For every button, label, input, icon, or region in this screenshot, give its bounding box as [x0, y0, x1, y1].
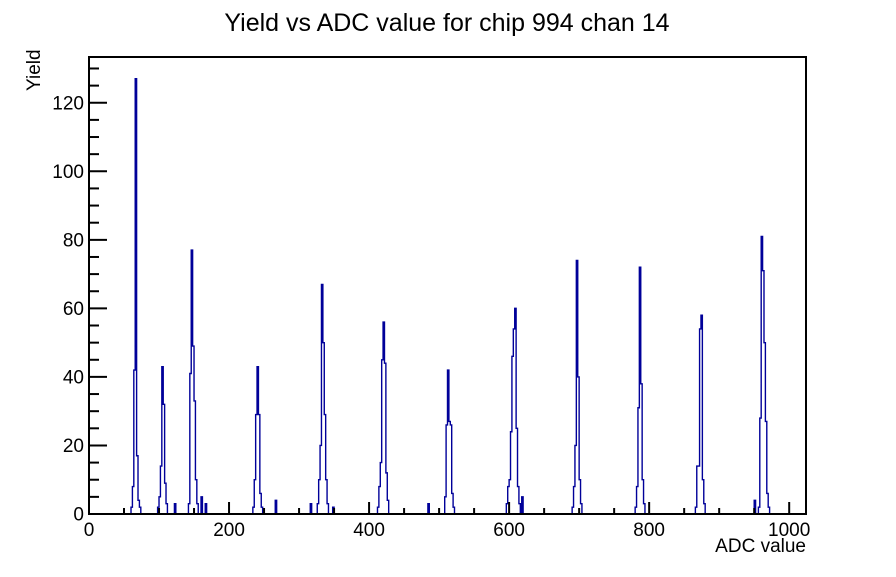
x-axis-title: ADC value: [715, 536, 806, 557]
y-tick-label: 40: [63, 367, 84, 388]
y-tick-label: 0: [73, 505, 84, 526]
chart-title: Yield vs ADC value for chip 994 chan 14: [224, 9, 669, 37]
y-tick-label: 80: [63, 230, 84, 251]
y-axis-tick-labels: 0 20 40 60 80 100 120: [52, 93, 84, 525]
x-axis-tick-labels: 0 200 400 600 800 1000: [84, 520, 811, 541]
x-tick-label: 1000: [768, 520, 810, 541]
histogram-path: [89, 78, 806, 515]
y-tick-label: 120: [52, 93, 84, 114]
y-tick-label: 60: [63, 299, 84, 320]
x-tick-label: 0: [84, 520, 95, 541]
x-tick-label: 400: [353, 520, 385, 541]
y-tick-label: 20: [63, 436, 84, 457]
histogram-line: [89, 78, 806, 515]
plot-frame: [88, 56, 807, 515]
x-tick-label: 200: [213, 520, 245, 541]
x-tick-label: 600: [493, 520, 525, 541]
y-tick-label: 100: [52, 162, 84, 183]
x-axis-ticks: [88, 502, 791, 514]
y-axis-ticks: [89, 67, 107, 515]
x-tick-label: 800: [633, 520, 665, 541]
y-axis-title: Yield: [24, 49, 45, 91]
